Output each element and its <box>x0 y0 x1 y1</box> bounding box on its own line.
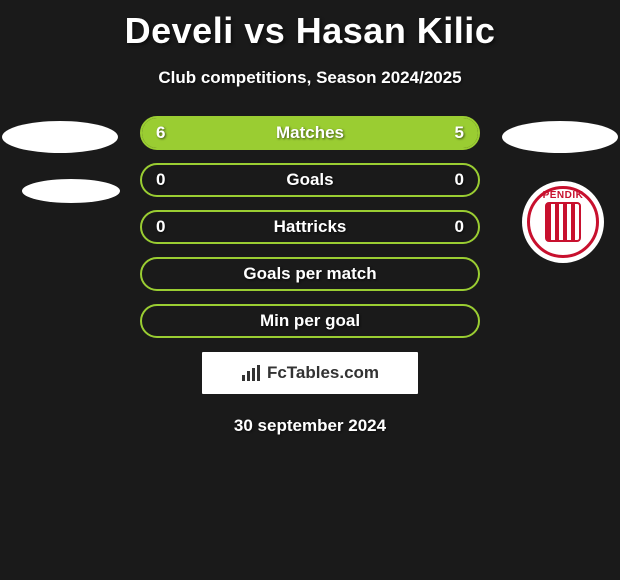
chart-icon <box>241 364 263 382</box>
page-subtitle: Club competitions, Season 2024/2025 <box>0 68 620 88</box>
brand-box: FcTables.com <box>202 352 418 394</box>
stat-label: Goals <box>286 170 333 190</box>
player-left-club-ellipse <box>22 179 120 203</box>
stat-value-right: 0 <box>455 170 464 190</box>
player-right-club-badge: PENDIK <box>522 181 604 263</box>
stat-label: Matches <box>276 123 344 143</box>
stat-label: Hattricks <box>274 217 347 237</box>
player-right-avatar-ellipse <box>502 121 618 153</box>
comparison-panel: PENDIK 6 Matches 5 0 Goals 0 0 Hattricks 0 Goals … <box>0 116 620 436</box>
stat-row: 0 Hattricks 0 <box>140 210 480 244</box>
stat-value-right: 0 <box>455 217 464 237</box>
stat-label: Goals per match <box>243 264 376 284</box>
stat-rows-container: 6 Matches 5 0 Goals 0 0 Hattricks 0 Goals per mat… <box>140 116 480 338</box>
stat-label: Min per goal <box>260 311 360 331</box>
player-left-avatar-ellipse <box>2 121 118 153</box>
page-title: Develi vs Hasan Kilic <box>0 0 620 52</box>
brand-text: FcTables.com <box>267 363 379 383</box>
stat-value-right: 5 <box>455 123 464 143</box>
stat-value-left: 0 <box>156 217 165 237</box>
stat-value-left: 6 <box>156 123 165 143</box>
stat-row: Goals per match <box>140 257 480 291</box>
club-badge-text: PENDIK <box>527 190 599 201</box>
stat-row: 0 Goals 0 <box>140 163 480 197</box>
stat-value-left: 0 <box>156 170 165 190</box>
stat-row: 6 Matches 5 <box>140 116 480 150</box>
stat-row: Min per goal <box>140 304 480 338</box>
footer-date: 30 september 2024 <box>0 416 620 436</box>
